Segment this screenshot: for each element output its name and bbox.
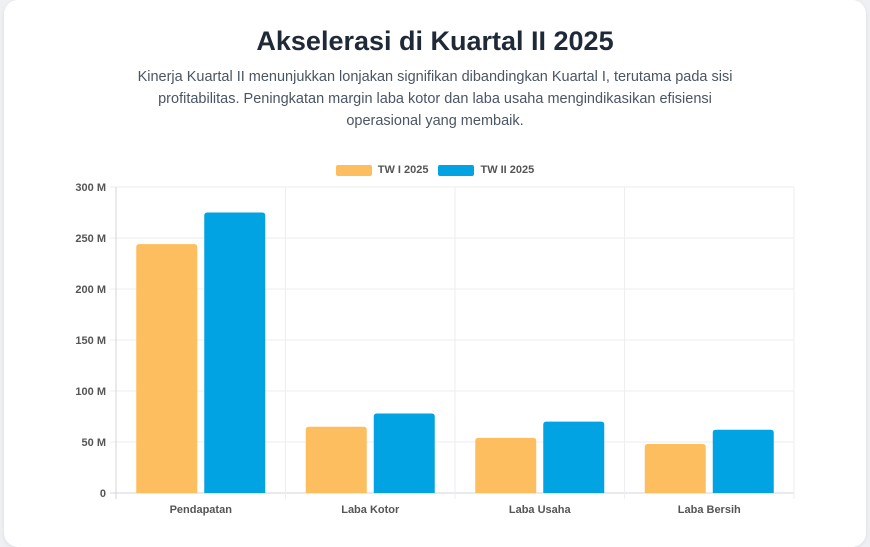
y-tick-label: 250 M [75, 233, 106, 245]
bar-tw1[interactable] [644, 444, 706, 493]
y-tick-label: 150 M [75, 335, 106, 347]
legend-item-series-1[interactable]: TW I 2025 [335, 164, 429, 176]
x-tick-label: Laba Kotor [341, 504, 400, 516]
legend-swatch-series-1 [335, 164, 372, 176]
bar-tw1[interactable] [475, 437, 537, 493]
legend-label-series-2: TW II 2025 [480, 164, 535, 176]
legend-item-series-2[interactable]: TW II 2025 [438, 164, 534, 176]
page-title: Akselerasi di Kuartal II 2025 [256, 26, 614, 56]
y-tick-label: 200 M [75, 284, 106, 296]
x-tick-label: Laba Usaha [509, 504, 572, 516]
y-tick-label: 300 M [75, 182, 106, 194]
bar-tw2[interactable] [712, 429, 774, 493]
x-tick-label: Pendapatan [170, 504, 233, 516]
x-tick-label: Laba Bersih [678, 504, 741, 516]
legend-label-series-1: TW I 2025 [377, 164, 429, 176]
bar-tw1[interactable] [136, 244, 198, 493]
bar-tw2[interactable] [204, 212, 266, 494]
y-tick-label: 0 [100, 488, 106, 500]
bar-tw2[interactable] [543, 421, 605, 493]
bar-tw1[interactable] [305, 426, 367, 493]
page-subtitle: Kinerja Kuartal II menunjukkan lonjakan … [137, 69, 733, 129]
chart-legend: TW I 2025 TW II 2025 [0, 164, 870, 176]
legend-swatch-series-2 [438, 164, 475, 176]
y-tick-label: 100 M [75, 386, 106, 398]
y-tick-label: 50 M [82, 437, 106, 449]
bar-tw2[interactable] [373, 413, 435, 493]
